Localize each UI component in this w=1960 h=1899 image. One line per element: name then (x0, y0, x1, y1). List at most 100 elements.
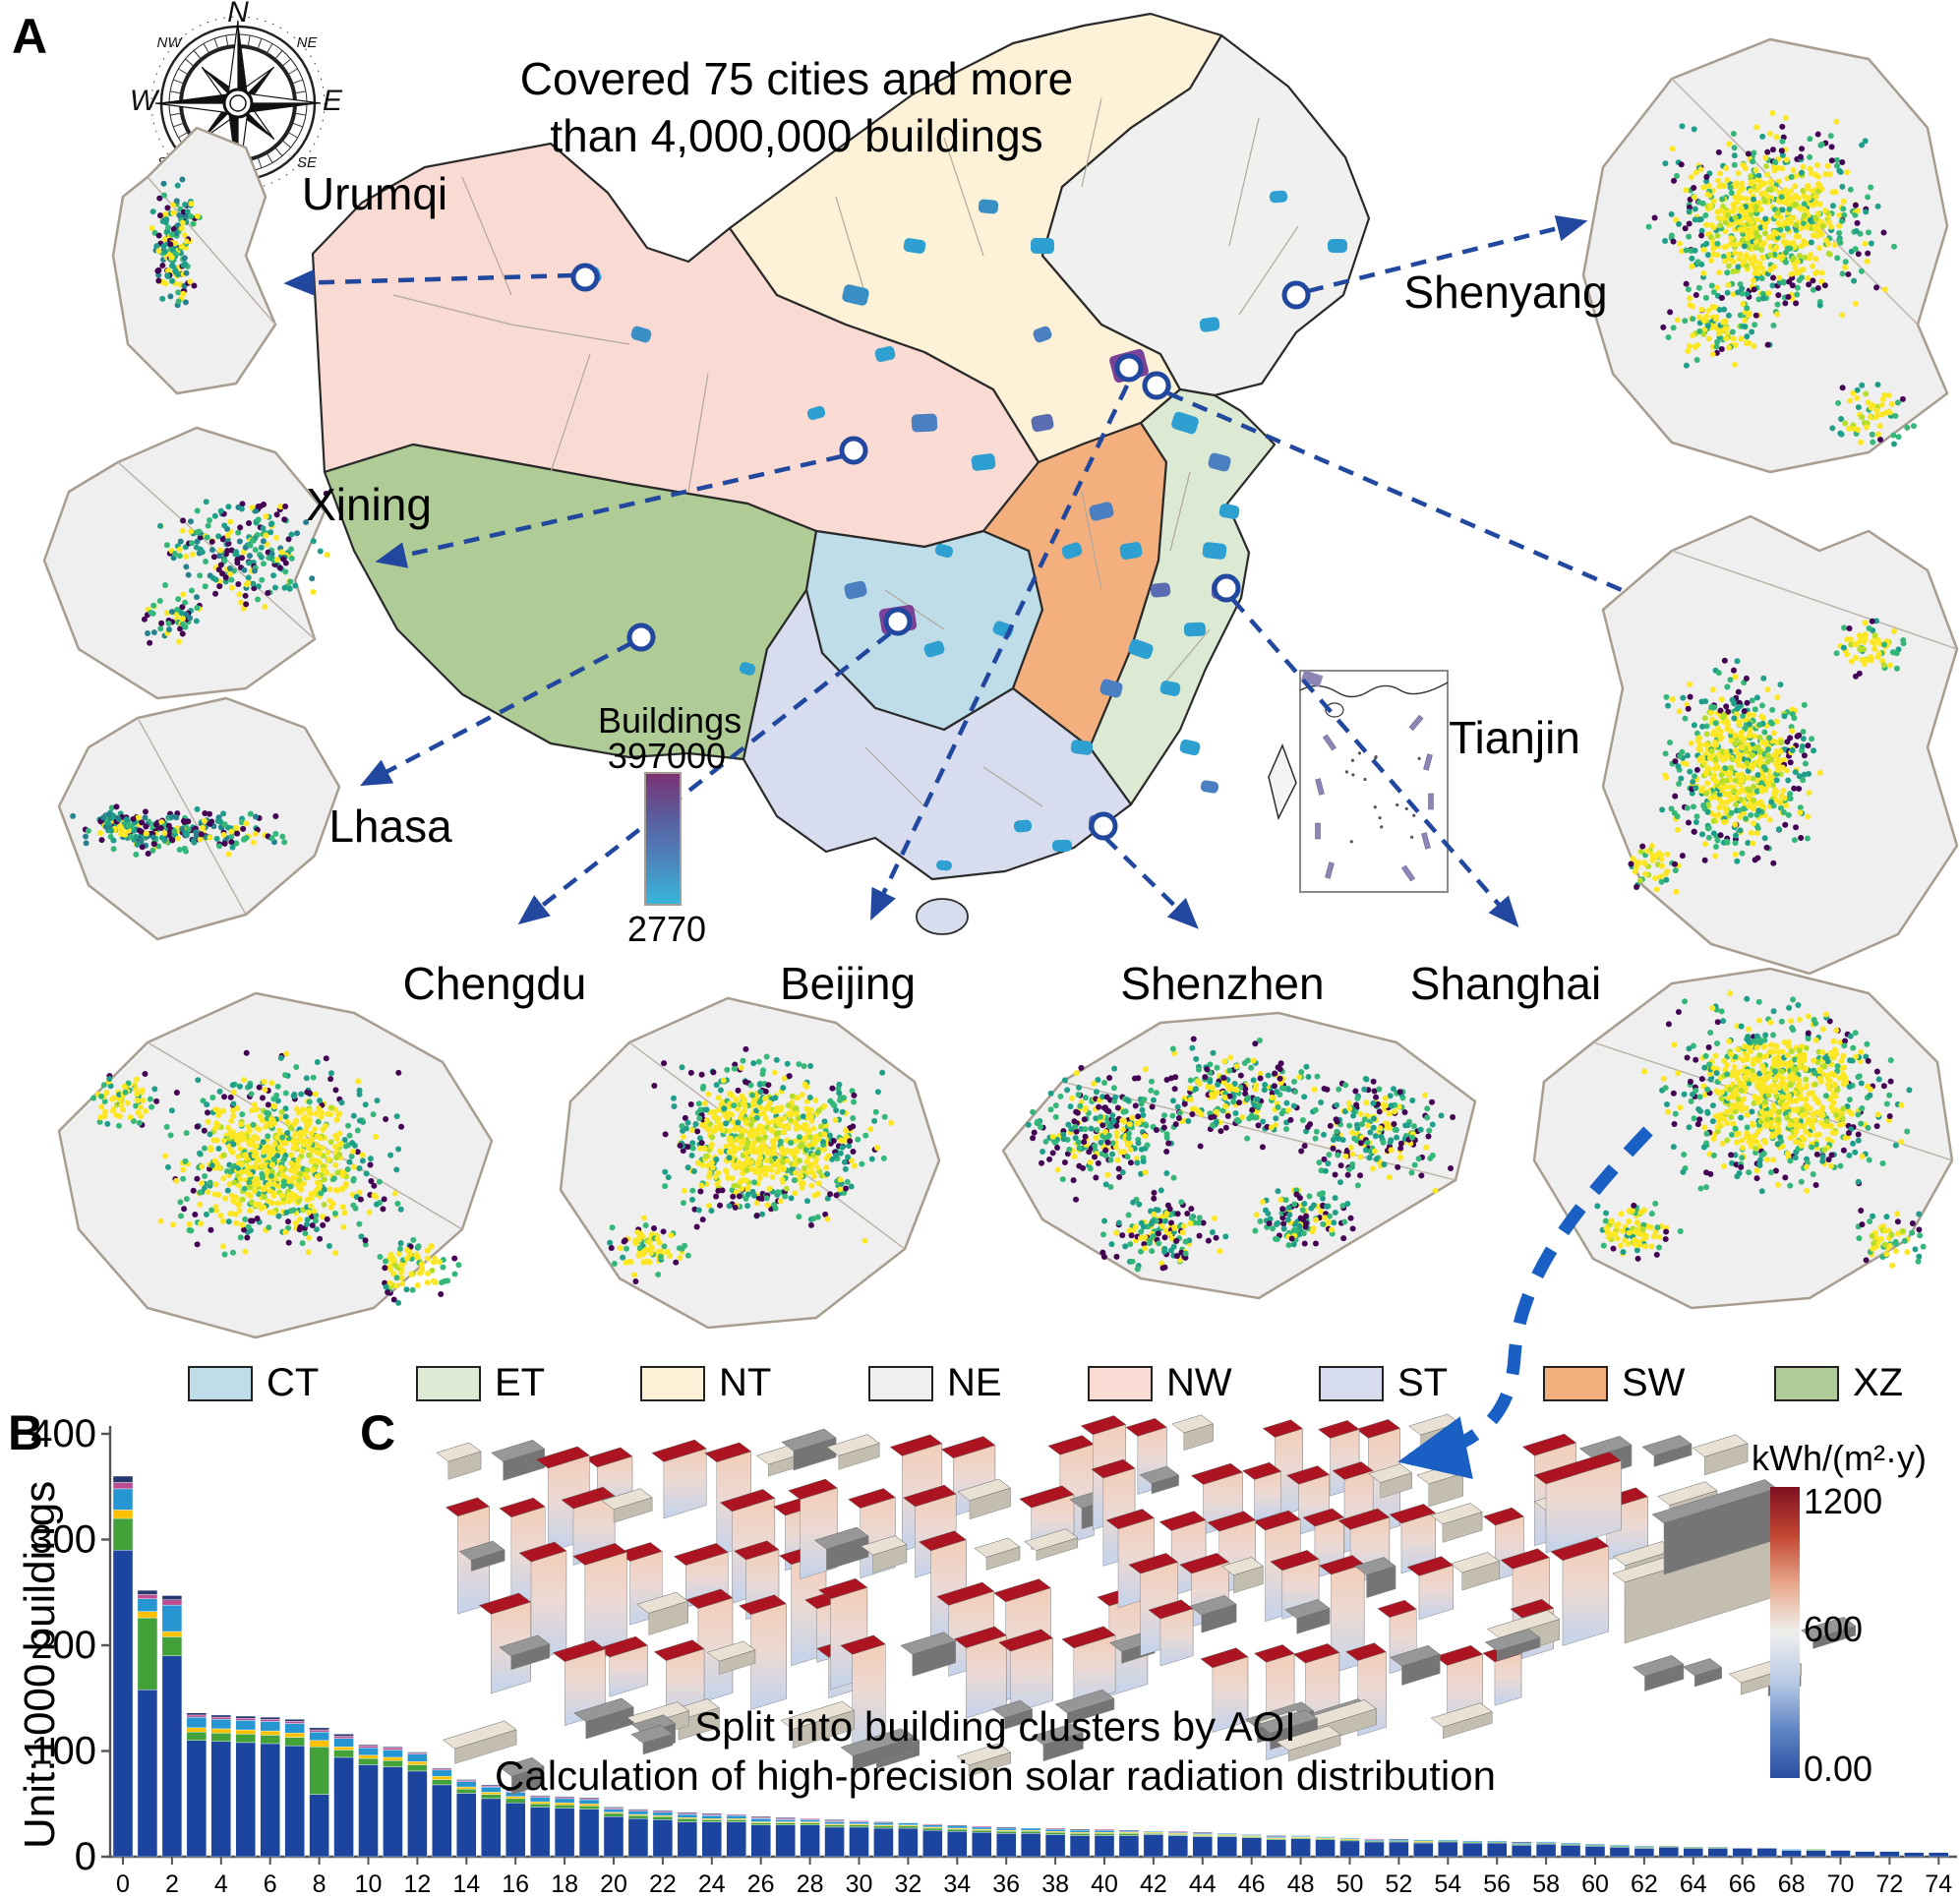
city-patch (1200, 780, 1219, 794)
bar-chart-xtick: 26 (747, 1870, 775, 1898)
bar-chart-xtick: 0 (116, 1870, 130, 1898)
legend-label-ne: NE (947, 1361, 1002, 1404)
compass-n-label: N (227, 0, 249, 29)
bar-chart-xtick: 4 (214, 1870, 228, 1898)
city-patch (1269, 190, 1288, 204)
compass-se-label: SE (297, 154, 318, 171)
bar-chart-xtick: 36 (992, 1870, 1020, 1898)
legend-item-sw: SW (1543, 1361, 1685, 1405)
city-label-shenyang: Shenyang (1403, 267, 1608, 318)
inset-map-shenzhen (1001, 1011, 1477, 1300)
city-patch (1159, 681, 1181, 696)
city-marker-chengdu (883, 607, 913, 636)
bar-chart-xtick: 64 (1680, 1870, 1707, 1898)
legend-swatch-ct (188, 1365, 253, 1401)
city-patch (1150, 582, 1171, 598)
panel-c-caption-line2: Calculation of high-precision solar radi… (495, 1752, 1496, 1799)
bar-chart-xtick: 66 (1729, 1870, 1756, 1898)
bar-chart-ylabel: Unit:1000 buildings (16, 1480, 64, 1849)
compass-ne-label: NE (297, 34, 319, 51)
city-label-beijing: Beijing (779, 958, 917, 1009)
city-patch (1031, 413, 1054, 433)
panel-c-caption-line1: Split into building clusters by AOI (694, 1703, 1296, 1750)
panel-c-label: C (360, 1405, 396, 1460)
city-patch (903, 238, 926, 254)
legend-item-ne: NE (868, 1361, 1002, 1405)
inset-map-beijing (559, 996, 941, 1330)
compass-nw-label: NW (157, 34, 184, 51)
solar-colorbar-tick-600: 600 (1804, 1609, 1864, 1649)
legend-label-xz: XZ (1853, 1361, 1904, 1404)
shanghai-to-cluster-arrow (1397, 1126, 1653, 1480)
bar-chart-ytick: 400 (30, 1412, 96, 1455)
inset-map-urumqi (111, 126, 277, 395)
bar-chart-xtick: 68 (1778, 1870, 1806, 1898)
arrow-to-lhasa (360, 641, 633, 787)
bar-chart-xtick: 46 (1238, 1870, 1266, 1898)
solar-colorbar-tick-0: 0.00 (1804, 1749, 1873, 1789)
figure-title-line2: than 4,000,000 buildings (550, 109, 1043, 161)
city-patch (1030, 237, 1055, 255)
city-label-tianjin: Tianjin (1449, 712, 1580, 763)
legend-label-nt: NT (719, 1361, 772, 1404)
arrow-to-tianjin (1167, 390, 1665, 609)
bar-chart-xtick: 12 (403, 1870, 431, 1898)
city-patch (1070, 740, 1094, 755)
inset-map-lhasa (57, 696, 341, 941)
legend-label-et: ET (495, 1361, 546, 1404)
bar-chart-ytick: 300 (30, 1518, 96, 1562)
bar-chart-ytick: 200 (30, 1624, 96, 1667)
building-clusters-3d (436, 1413, 1857, 1796)
bar-chart-xtick: 74 (1925, 1870, 1952, 1898)
bar-chart-xtick: 18 (551, 1870, 578, 1898)
bar-chart-xtick: 40 (1091, 1870, 1118, 1898)
bar-chart-xtick: 6 (264, 1870, 277, 1898)
bar-chart-xtick: 72 (1875, 1870, 1903, 1898)
arrow-to-shenzhen (1103, 836, 1199, 929)
city-label-chengdu: Chengdu (402, 958, 587, 1009)
city-patch (1199, 317, 1220, 332)
solar-colorbar-tick-1200: 1200 (1804, 1481, 1883, 1521)
legend-swatch-xz (1774, 1365, 1839, 1401)
city-patch (978, 199, 999, 214)
city-patch (1218, 504, 1240, 519)
legend-swatch-nw (1088, 1365, 1153, 1401)
buildings-colorbar-title: Buildings (598, 700, 742, 741)
solar-colorbar-title: kWh/(m²·y) (1752, 1438, 1927, 1478)
city-marker-shanghai (1212, 573, 1241, 603)
legend-swatch-st (1319, 1365, 1384, 1401)
city-label-urumqi: Urumqi (301, 168, 448, 219)
taiwan-island (1268, 742, 1297, 821)
arrow-to-beijing (870, 385, 1130, 921)
legend-item-ct: CT (188, 1361, 319, 1405)
city-patch (1171, 411, 1199, 435)
bar-chart-xtick: 28 (797, 1870, 824, 1898)
bar-chart-xtick: 60 (1581, 1870, 1609, 1898)
city-patch (936, 860, 952, 871)
legend-swatch-nt (640, 1365, 705, 1401)
hainan-island (916, 898, 969, 935)
figure-title-line1: Covered 75 cities and more (519, 53, 1074, 104)
bar-chart-xtick: 32 (894, 1870, 921, 1898)
compass-e-label: E (323, 85, 343, 117)
bar-chart-xtick: 10 (355, 1870, 383, 1898)
bar-chart-xtick: 38 (1041, 1870, 1069, 1898)
panel-b-label: B (8, 1405, 44, 1460)
city-marker-urumqi (570, 263, 600, 292)
city-patch (1128, 638, 1154, 660)
city-patch (1061, 542, 1083, 560)
city-patch (1208, 452, 1231, 472)
figure-title: Covered 75 cities and more than 4,000,00… (354, 51, 1239, 164)
city-label-lhasa: Lhasa (328, 801, 452, 852)
buildings-colorbar-max: 397000 (607, 736, 727, 776)
bar-chart-xtick: 34 (943, 1870, 971, 1898)
bar-chart-xtick: 50 (1336, 1870, 1364, 1898)
bar-chart-xtick: 16 (502, 1870, 529, 1898)
city-patch (1033, 326, 1052, 343)
legend-label-st: ST (1397, 1361, 1449, 1404)
compass-w-label: W (130, 85, 160, 117)
bar-chart-ytick: 100 (30, 1730, 96, 1773)
legend-swatch-ne (868, 1365, 933, 1401)
